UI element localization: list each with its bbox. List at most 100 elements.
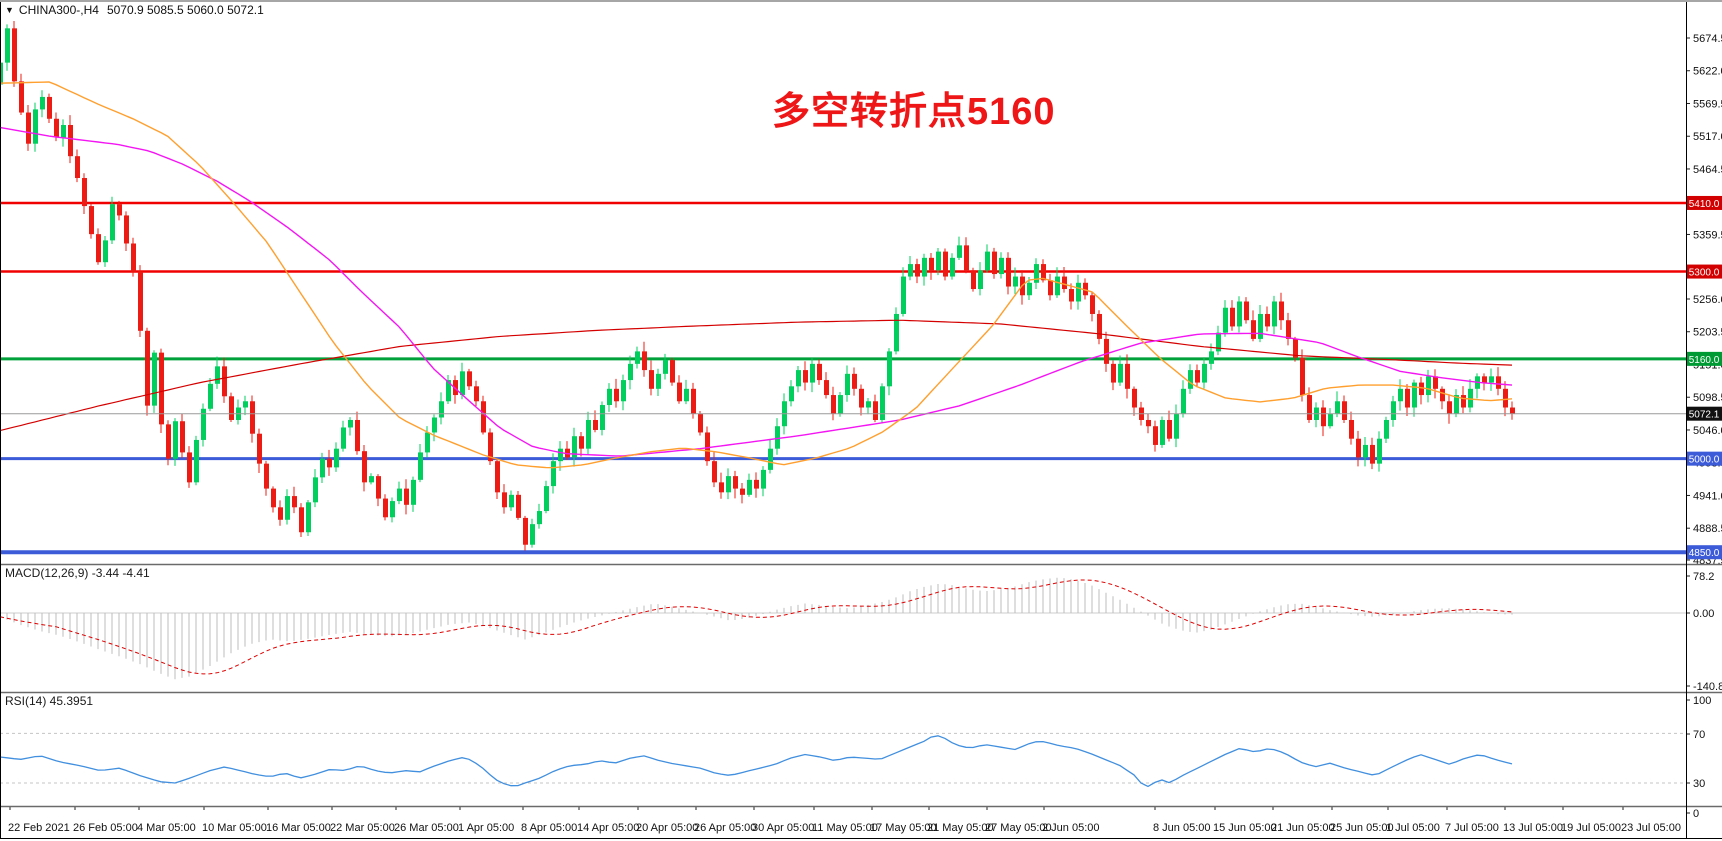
candle-bull: [656, 373, 661, 389]
candle-bull: [215, 366, 220, 384]
candle-bull: [194, 439, 199, 483]
candle-bull: [544, 486, 549, 512]
chart-annotation[interactable]: 多空转折点5160: [772, 91, 1056, 133]
time-tick-label: 4 Mar 05:00: [137, 822, 196, 834]
candle-bull: [1174, 413, 1179, 439]
candle-bear: [1083, 282, 1088, 296]
candle-bear: [1356, 438, 1361, 458]
candle-bull: [908, 264, 913, 277]
candle-bull: [397, 488, 402, 502]
price-tick-label: 5256.0: [1693, 294, 1722, 306]
candle-bear: [1153, 426, 1158, 445]
candle-bull: [390, 501, 395, 518]
candle-bear: [1433, 376, 1438, 389]
current-price-label: 5072.1: [1689, 410, 1720, 421]
candle-bull: [341, 427, 346, 449]
candle-bear: [579, 436, 584, 449]
candle-bull: [1258, 313, 1263, 339]
macd-label: MACD(12,26,9) -3.44 -4.41: [5, 566, 150, 580]
time-tick-label: 11 May 05:00: [812, 822, 878, 834]
ma-line-red: [0, 319, 1513, 432]
candle-bear: [677, 382, 682, 402]
candle-bear: [516, 494, 521, 518]
candle-bear: [1090, 295, 1095, 314]
time-tick-label: 1 Apr 05:00: [458, 822, 514, 834]
candle-bull: [810, 363, 815, 383]
candle-bull: [411, 479, 416, 505]
time-tick-label: 20 Apr 05:00: [636, 822, 698, 834]
candle-bear: [642, 351, 647, 371]
time-tick-label: 15 Jun 05:00: [1213, 822, 1277, 834]
candle-bear: [873, 401, 878, 420]
candle-bull: [1223, 307, 1228, 333]
candle-bear: [831, 395, 836, 414]
candle-bull: [635, 351, 640, 364]
candles: [0, 20, 1515, 551]
time-tick-label: 26 Feb 05:00: [73, 822, 138, 834]
candle-bear: [1097, 313, 1102, 339]
candle-bear: [1349, 419, 1354, 439]
ma-line-orange: [0, 81, 1513, 469]
candle-bull: [1034, 264, 1039, 283]
symbol-dropdown-icon[interactable]: ▼: [5, 5, 14, 15]
candle-bull: [880, 386, 885, 420]
level-price-box: [1687, 451, 1722, 466]
time-tick-label: 10 Mar 05:00: [202, 822, 267, 834]
candle-bull: [208, 383, 213, 409]
candle-bear: [1132, 388, 1137, 408]
candle-bull: [1237, 301, 1242, 327]
candle-bull: [530, 524, 535, 545]
moving-averages: [0, 81, 1513, 469]
time-tick-label: 22 Mar 05:00: [330, 822, 395, 834]
candle-bear: [915, 264, 920, 277]
candle-bear: [1125, 363, 1130, 389]
candle-bull: [663, 360, 668, 374]
candle-bull: [1055, 276, 1060, 296]
candle-bear: [1440, 388, 1445, 402]
candle-bull: [761, 469, 766, 489]
candle-bull: [607, 388, 612, 406]
rsi-label: RSI(14) 45.3951: [5, 694, 94, 708]
candle-bear: [1321, 407, 1326, 427]
window-top-edge: [0, 0, 1722, 2]
candle-bull: [418, 452, 423, 480]
candle-bear: [1069, 289, 1074, 302]
price-tick-label: 5203.5: [1693, 327, 1722, 339]
time-tick-label: 1 Jul 05:00: [1386, 822, 1440, 834]
candle-bull: [285, 496, 290, 520]
candle-bear: [817, 363, 822, 381]
candle-bear: [278, 507, 283, 520]
candle-bear: [670, 360, 675, 383]
candle-bull: [866, 401, 871, 408]
candle-bull: [1489, 376, 1494, 383]
candle-bear: [1510, 407, 1515, 414]
candle-bull: [985, 251, 990, 271]
candle-bull: [621, 380, 626, 402]
candle-bull: [957, 245, 962, 258]
candle-bull: [894, 313, 899, 352]
candle-bear: [1405, 388, 1410, 408]
candle-bear: [117, 204, 122, 216]
level-price-label: 4850.0: [1689, 548, 1720, 559]
candle-bull: [684, 388, 689, 402]
candle-bear: [362, 451, 367, 483]
candle-bear: [54, 118, 59, 138]
candle-bull: [1160, 419, 1165, 445]
candle-bull: [838, 395, 843, 414]
candle-bear: [1503, 388, 1508, 408]
candle-bull: [61, 125, 66, 138]
candle-bull: [537, 511, 542, 525]
candle-bear: [159, 352, 164, 425]
candle-bear: [229, 396, 234, 420]
time-tick-label: 19 Jul 05:00: [1561, 822, 1621, 834]
candle-bull: [1412, 382, 1417, 408]
candle-bear: [712, 461, 717, 483]
symbol-period-label: CHINA300-,H4: [18, 3, 99, 17]
candle-bull: [1216, 332, 1221, 352]
rsi-tick-label: 100: [1693, 695, 1711, 707]
candle-bear: [698, 413, 703, 433]
rsi-tick-label: 0: [1693, 808, 1699, 820]
candle-bear: [1167, 419, 1172, 439]
candle-bear: [166, 424, 171, 459]
